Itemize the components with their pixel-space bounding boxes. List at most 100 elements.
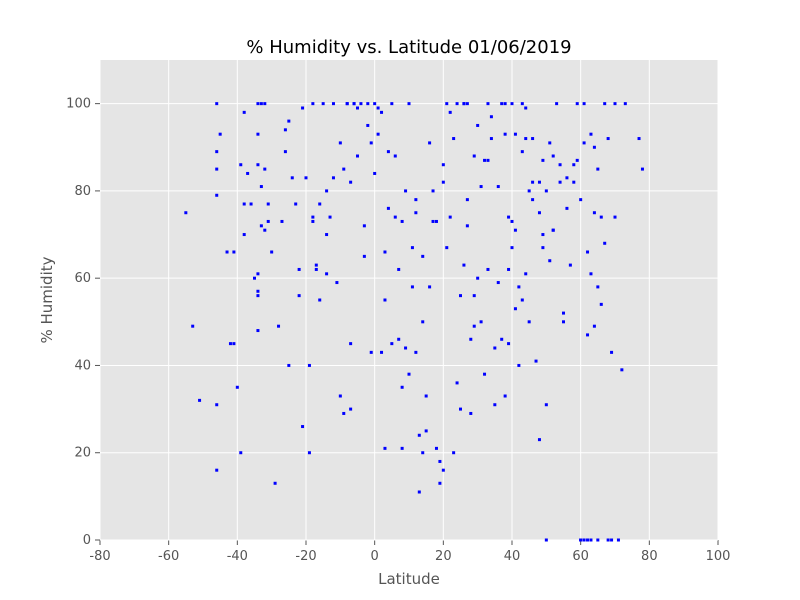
point <box>503 132 507 136</box>
point <box>586 250 590 254</box>
point <box>400 219 404 223</box>
point <box>500 102 504 106</box>
point <box>431 189 435 193</box>
point <box>441 468 445 472</box>
point <box>256 272 260 276</box>
x-tick-label: 60 <box>572 549 589 564</box>
point <box>565 176 569 180</box>
point <box>448 110 452 114</box>
y-tick-label: 20 <box>74 446 91 461</box>
point <box>311 219 315 223</box>
point <box>410 285 414 289</box>
point <box>215 193 219 197</box>
x-tick-label: 100 <box>706 549 731 564</box>
point <box>507 267 511 271</box>
point <box>287 119 291 123</box>
point <box>445 102 449 106</box>
y-tick-label: 60 <box>74 271 91 286</box>
point <box>345 102 349 106</box>
point <box>215 167 219 171</box>
point <box>558 180 562 184</box>
point <box>541 246 545 250</box>
point <box>404 346 408 350</box>
point <box>331 102 335 106</box>
point <box>524 106 528 110</box>
point <box>486 158 490 162</box>
point <box>486 267 490 271</box>
point <box>620 368 624 372</box>
point <box>517 285 521 289</box>
point <box>277 324 281 328</box>
point <box>307 363 311 367</box>
point <box>582 141 586 145</box>
point <box>386 206 390 210</box>
point <box>256 294 260 298</box>
point <box>242 233 246 237</box>
point <box>527 189 531 193</box>
point <box>469 411 473 415</box>
point <box>544 403 548 407</box>
point <box>246 171 250 175</box>
point <box>400 446 404 450</box>
point <box>599 215 603 219</box>
point <box>510 246 514 250</box>
point <box>579 198 583 202</box>
point <box>301 425 305 429</box>
point <box>256 132 260 136</box>
point <box>476 276 480 280</box>
point <box>273 481 277 485</box>
point <box>404 189 408 193</box>
point <box>452 137 456 141</box>
point <box>465 102 469 106</box>
point <box>452 451 456 455</box>
point <box>520 102 524 106</box>
point <box>359 102 363 106</box>
point <box>613 215 617 219</box>
point <box>215 102 219 106</box>
y-tick-label: 100 <box>66 97 91 112</box>
point <box>325 189 329 193</box>
point <box>496 185 500 189</box>
point <box>232 342 236 346</box>
point <box>459 294 462 298</box>
point <box>562 311 565 315</box>
point <box>287 363 291 367</box>
x-tick-label: 80 <box>641 549 658 564</box>
point <box>524 272 528 276</box>
point <box>472 154 476 158</box>
point <box>503 102 507 106</box>
point <box>424 394 428 398</box>
x-tick-label: 20 <box>435 549 452 564</box>
point <box>438 481 442 485</box>
point <box>421 320 425 324</box>
point <box>366 123 370 127</box>
point <box>235 385 239 389</box>
point <box>314 267 318 271</box>
x-tick-label: -80 <box>89 549 110 564</box>
point <box>603 241 607 245</box>
point <box>489 115 493 119</box>
point <box>562 320 565 324</box>
point <box>228 342 232 346</box>
point <box>551 228 555 232</box>
point <box>513 132 517 136</box>
point <box>270 250 274 254</box>
point <box>428 285 432 289</box>
point <box>568 263 572 267</box>
point <box>256 289 260 293</box>
point <box>469 337 473 341</box>
point <box>184 211 188 215</box>
point <box>407 102 411 106</box>
point <box>503 394 507 398</box>
point <box>424 429 428 433</box>
point <box>510 219 514 223</box>
point <box>465 198 469 202</box>
point <box>575 102 579 106</box>
point <box>338 141 342 145</box>
point <box>256 329 260 333</box>
point <box>366 102 370 106</box>
point <box>331 176 335 180</box>
point <box>304 176 308 180</box>
x-tick-label: 40 <box>504 549 521 564</box>
point <box>596 167 600 171</box>
